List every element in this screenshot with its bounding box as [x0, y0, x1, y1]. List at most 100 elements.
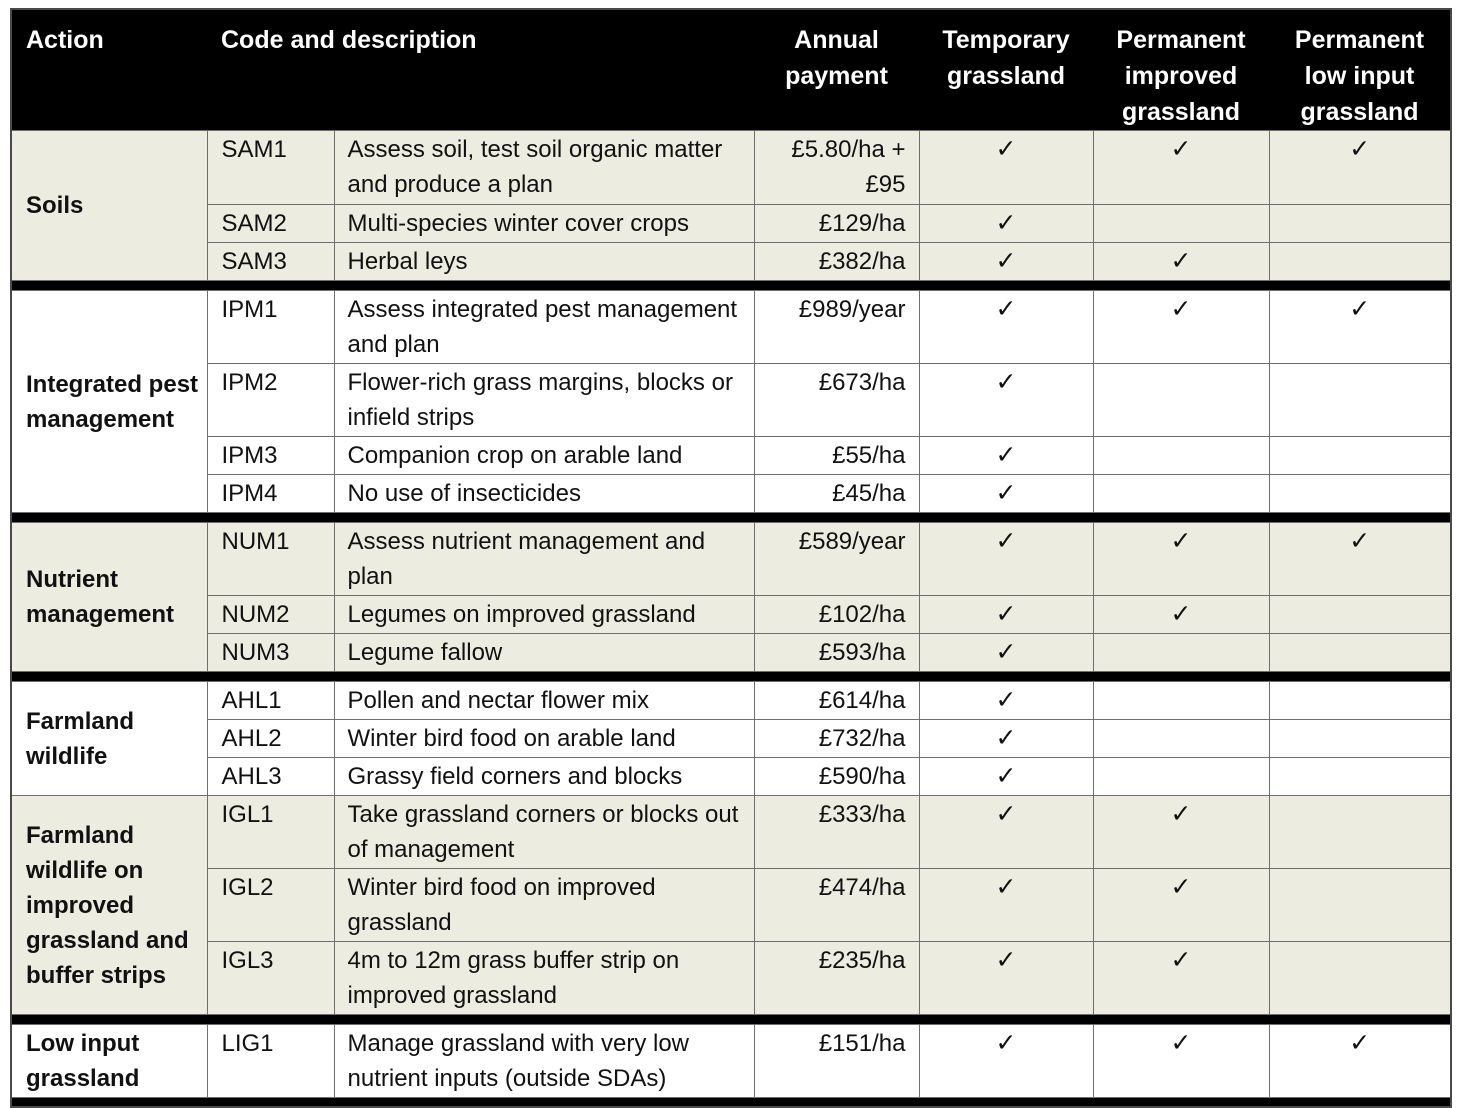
- payment-cell: £5.80/ha + £95: [753, 130, 920, 205]
- check-permanent-low-input: [1268, 204, 1452, 243]
- check-permanent-low-input: [1268, 757, 1452, 796]
- check-temporary: ✓: [918, 941, 1094, 1015]
- description-cell: Grassy field corners and blocks: [333, 757, 755, 796]
- table-row: Nutrient management NUM1 Assess nutrient…: [10, 522, 1452, 672]
- section-separator: [11, 671, 1451, 682]
- check-permanent-improved: ✓: [1092, 868, 1270, 942]
- table-row: IGL3 4m to 12m grass buffer strip on imp…: [11, 941, 1452, 1015]
- check-temporary: ✓: [918, 474, 1094, 513]
- payment-cell: £129/ha: [753, 204, 920, 243]
- check-temporary: ✓: [918, 290, 1094, 364]
- check-permanent-improved: [1092, 436, 1270, 475]
- description-cell: Take grassland corners or blocks out of …: [333, 795, 755, 869]
- payment-cell: £382/ha: [753, 242, 920, 281]
- description-cell: Assess nutrient management and plan: [333, 522, 755, 596]
- header-annual-payment: Annual payment: [754, 9, 919, 131]
- check-temporary: ✓: [918, 242, 1094, 281]
- description-cell: Assess soil, test soil organic matter an…: [333, 130, 755, 205]
- code-cell: IPM1: [206, 290, 335, 364]
- header-row: Action Code and description Annual payme…: [11, 9, 1451, 131]
- description-cell: No use of insecticides: [333, 474, 755, 513]
- check-permanent-low-input: [1268, 436, 1452, 475]
- check-permanent-improved: [1092, 719, 1270, 758]
- table-row: Farmland wildlife AHL1 Pollen and nectar…: [10, 681, 1452, 796]
- code-cell: NUM3: [206, 633, 335, 672]
- section-action-label: Soils: [10, 130, 208, 281]
- check-permanent-improved: ✓: [1092, 595, 1270, 634]
- table-row: SAM2 Multi-species winter cover crops £1…: [11, 204, 1452, 243]
- payment-cell: £102/ha: [753, 595, 920, 634]
- section-separator: [11, 280, 1451, 291]
- table-row: IPM2 Flower-rich grass margins, blocks o…: [11, 363, 1452, 437]
- code-cell: IGL1: [206, 795, 335, 869]
- check-temporary: ✓: [918, 633, 1094, 672]
- check-permanent-improved: [1092, 757, 1270, 796]
- check-permanent-low-input: ✓: [1268, 290, 1452, 364]
- check-temporary: ✓: [918, 1024, 1094, 1098]
- code-cell: NUM1: [206, 522, 335, 596]
- table-header: Action Code and description Annual payme…: [11, 9, 1451, 131]
- section-action-label: Nutrient management: [10, 522, 208, 672]
- check-permanent-improved: ✓: [1092, 795, 1270, 869]
- check-permanent-improved: [1092, 204, 1270, 243]
- header-permanent-improved-grassland: Permanent improved grassland: [1093, 9, 1269, 131]
- table-row: IPM3 Companion crop on arable land £55/h…: [11, 436, 1452, 475]
- check-permanent-improved: ✓: [1092, 1024, 1270, 1098]
- payment-cell: £590/ha: [753, 757, 920, 796]
- check-permanent-improved: [1092, 474, 1270, 513]
- payment-cell: £235/ha: [753, 941, 920, 1015]
- check-permanent-low-input: [1268, 719, 1452, 758]
- check-permanent-low-input: ✓: [1268, 1024, 1452, 1098]
- check-temporary: ✓: [918, 522, 1094, 596]
- check-temporary: ✓: [918, 204, 1094, 243]
- header-action: Action: [11, 9, 207, 131]
- check-temporary: ✓: [918, 436, 1094, 475]
- payment-cell: £151/ha: [753, 1024, 920, 1098]
- code-cell: AHL2: [206, 719, 335, 758]
- header-temporary-grassland: Temporary grassland: [919, 9, 1093, 131]
- check-permanent-low-input: [1268, 868, 1452, 942]
- code-cell: IGL3: [206, 941, 335, 1015]
- code-cell: IGL2: [206, 868, 335, 942]
- check-permanent-improved: ✓: [1092, 130, 1270, 205]
- section-separator: [11, 512, 1451, 523]
- check-permanent-low-input: ✓: [1268, 522, 1452, 596]
- check-temporary: ✓: [918, 757, 1094, 796]
- check-permanent-low-input: [1268, 681, 1452, 720]
- section-action-label: Farmland wildlife on improved grassland …: [10, 795, 208, 1015]
- check-permanent-improved: ✓: [1092, 290, 1270, 364]
- check-permanent-low-input: [1268, 941, 1452, 1015]
- description-cell: Multi-species winter cover crops: [333, 204, 755, 243]
- description-cell: Companion crop on arable land: [333, 436, 755, 475]
- table-row: AHL2 Winter bird food on arable land £73…: [11, 719, 1452, 758]
- check-temporary: ✓: [918, 130, 1094, 205]
- actions-table: Action Code and description Annual payme…: [10, 8, 1452, 1108]
- table-row: IGL2 Winter bird food on improved grassl…: [11, 868, 1452, 942]
- code-cell: SAM1: [206, 130, 335, 205]
- description-cell: Winter bird food on arable land: [333, 719, 755, 758]
- table-row: Soils SAM1 Assess soil, test soil organi…: [10, 130, 1452, 281]
- table-row: Farmland wildlife on improved grassland …: [10, 795, 1452, 1015]
- code-cell: AHL1: [206, 681, 335, 720]
- code-cell: IPM4: [206, 474, 335, 513]
- section-separator: [11, 1014, 1451, 1025]
- description-cell: Winter bird food on improved grassland: [333, 868, 755, 942]
- table-row: NUM3 Legume fallow £593/ha ✓: [11, 633, 1452, 672]
- table-row: AHL3 Grassy field corners and blocks £59…: [11, 757, 1452, 796]
- payment-cell: £55/ha: [753, 436, 920, 475]
- payment-cell: £673/ha: [753, 363, 920, 437]
- payment-cell: £45/ha: [753, 474, 920, 513]
- table-row: Integrated pest management IPM1 Assess i…: [10, 290, 1452, 513]
- check-temporary: ✓: [918, 681, 1094, 720]
- table-row: SAM3 Herbal leys £382/ha ✓ ✓: [11, 242, 1452, 281]
- code-cell: IPM3: [206, 436, 335, 475]
- header-code-description: Code and description: [207, 9, 754, 131]
- description-cell: Legume fallow: [333, 633, 755, 672]
- section-action-label: Low input grassland: [10, 1024, 208, 1098]
- section-action-label: Integrated pest management: [10, 290, 208, 513]
- description-cell: Herbal leys: [333, 242, 755, 281]
- code-cell: NUM2: [206, 595, 335, 634]
- section-action-label: Farmland wildlife: [10, 681, 208, 796]
- check-permanent-low-input: [1268, 242, 1452, 281]
- payment-cell: £593/ha: [753, 633, 920, 672]
